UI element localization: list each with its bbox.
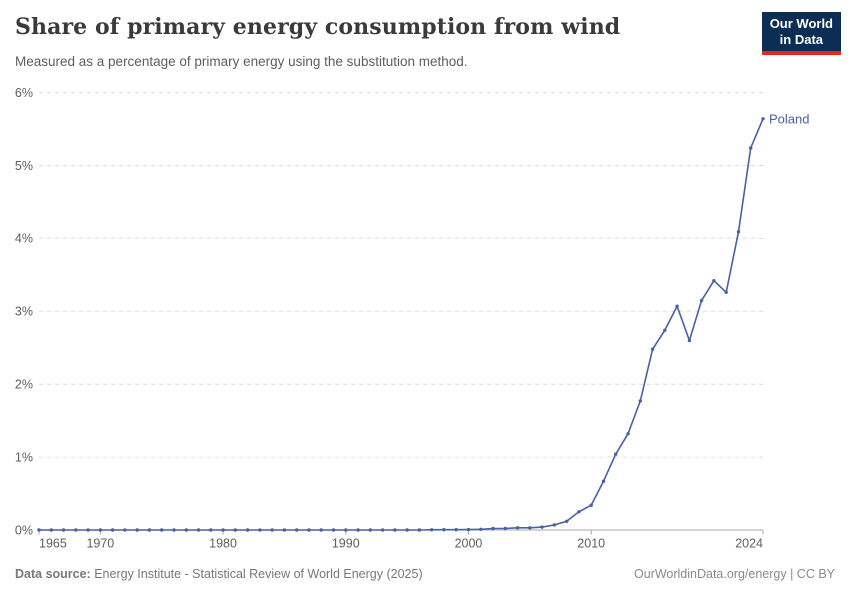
data-point[interactable]	[675, 304, 679, 308]
x-tick-label: 2010	[577, 537, 605, 551]
data-point[interactable]	[479, 527, 483, 531]
data-point[interactable]	[528, 526, 532, 530]
chart-footer: Data source: Energy Institute - Statisti…	[15, 567, 835, 581]
data-point[interactable]	[699, 298, 704, 303]
owid-logo-line2: in Data	[779, 32, 824, 47]
owid-logo[interactable]: Our World in Data	[761, 12, 841, 55]
y-tick-label: 5%	[15, 159, 33, 173]
data-point[interactable]	[258, 528, 262, 532]
data-point[interactable]	[749, 146, 753, 150]
data-point[interactable]	[307, 528, 311, 532]
data-point[interactable]	[454, 528, 458, 532]
data-point[interactable]	[49, 528, 53, 532]
data-point[interactable]	[196, 528, 201, 532]
data-point[interactable]	[663, 328, 667, 332]
y-tick-label: 6%	[15, 86, 33, 100]
credit-link[interactable]: OurWorldinData.org/energy | CC BY	[633, 567, 835, 581]
data-point[interactable]	[405, 528, 409, 532]
data-point[interactable]	[614, 452, 618, 456]
series-end-label: Poland	[769, 111, 809, 126]
data-point[interactable]	[589, 503, 593, 507]
data-point[interactable]	[319, 528, 323, 532]
data-source: Data source: Energy Institute - Statisti…	[15, 567, 423, 581]
data-point[interactable]	[491, 526, 495, 531]
data-point[interactable]	[761, 117, 765, 121]
data-point[interactable]	[74, 528, 78, 532]
data-point[interactable]	[380, 528, 385, 532]
data-point[interactable]	[61, 528, 66, 532]
x-tick-label: 2024	[735, 537, 763, 551]
data-point[interactable]	[565, 519, 569, 523]
data-point[interactable]	[331, 528, 336, 532]
data-point[interactable]	[601, 479, 606, 483]
y-tick-label: 0%	[15, 523, 33, 537]
data-point[interactable]	[160, 528, 164, 532]
x-tick-label: 1970	[86, 537, 114, 551]
y-tick-label: 1%	[15, 450, 33, 464]
data-point[interactable]	[37, 528, 41, 532]
data-point[interactable]	[638, 399, 642, 403]
data-point[interactable]	[687, 338, 692, 343]
data-point[interactable]	[233, 528, 237, 532]
data-point[interactable]	[172, 528, 176, 532]
series-line-poland[interactable]	[38, 118, 764, 531]
data-point[interactable]	[430, 528, 434, 532]
data-point[interactable]	[503, 526, 507, 531]
data-point[interactable]	[356, 528, 360, 532]
data-point[interactable]	[147, 528, 152, 532]
y-tick-label: 4%	[15, 232, 33, 246]
data-point[interactable]	[736, 230, 741, 234]
data-point[interactable]	[626, 432, 630, 436]
y-tick-label: 3%	[15, 305, 33, 319]
data-point[interactable]	[86, 528, 90, 532]
data-point[interactable]	[393, 528, 397, 532]
data-point[interactable]	[184, 528, 188, 532]
data-point[interactable]	[724, 290, 728, 294]
data-point[interactable]	[577, 510, 581, 514]
data-source-text: Energy Institute - Statistical Review of…	[94, 567, 423, 581]
x-tick-label: 1990	[332, 537, 360, 551]
data-point[interactable]	[712, 279, 716, 283]
owid-logo-line1: Our World	[769, 16, 833, 31]
data-point[interactable]	[417, 528, 422, 532]
data-point[interactable]	[123, 528, 127, 532]
data-point[interactable]	[650, 347, 655, 351]
chart-subtitle: Measured as a percentage of primary ener…	[15, 54, 468, 69]
data-point[interactable]	[221, 528, 225, 532]
page-title: Share of primary energy consumption from…	[15, 14, 621, 40]
data-point[interactable]	[515, 526, 520, 530]
data-point[interactable]	[442, 528, 446, 532]
data-point[interactable]	[110, 528, 115, 532]
x-tick-label: 1965	[39, 537, 67, 551]
data-point[interactable]	[540, 525, 544, 529]
data-point[interactable]	[209, 528, 213, 532]
data-point[interactable]	[98, 528, 103, 532]
data-source-label: Data source:	[15, 567, 91, 581]
x-tick-label: 2000	[455, 537, 483, 551]
data-point[interactable]	[368, 528, 372, 532]
data-point[interactable]	[466, 527, 471, 532]
x-tick-label: 1980	[209, 537, 237, 551]
data-point[interactable]	[245, 528, 250, 532]
y-tick-label: 2%	[15, 378, 33, 392]
data-point[interactable]	[344, 528, 348, 532]
data-point[interactable]	[282, 528, 287, 532]
data-point[interactable]	[270, 528, 274, 532]
data-point[interactable]	[135, 528, 139, 532]
data-point[interactable]	[552, 523, 557, 527]
data-point[interactable]	[295, 528, 299, 532]
